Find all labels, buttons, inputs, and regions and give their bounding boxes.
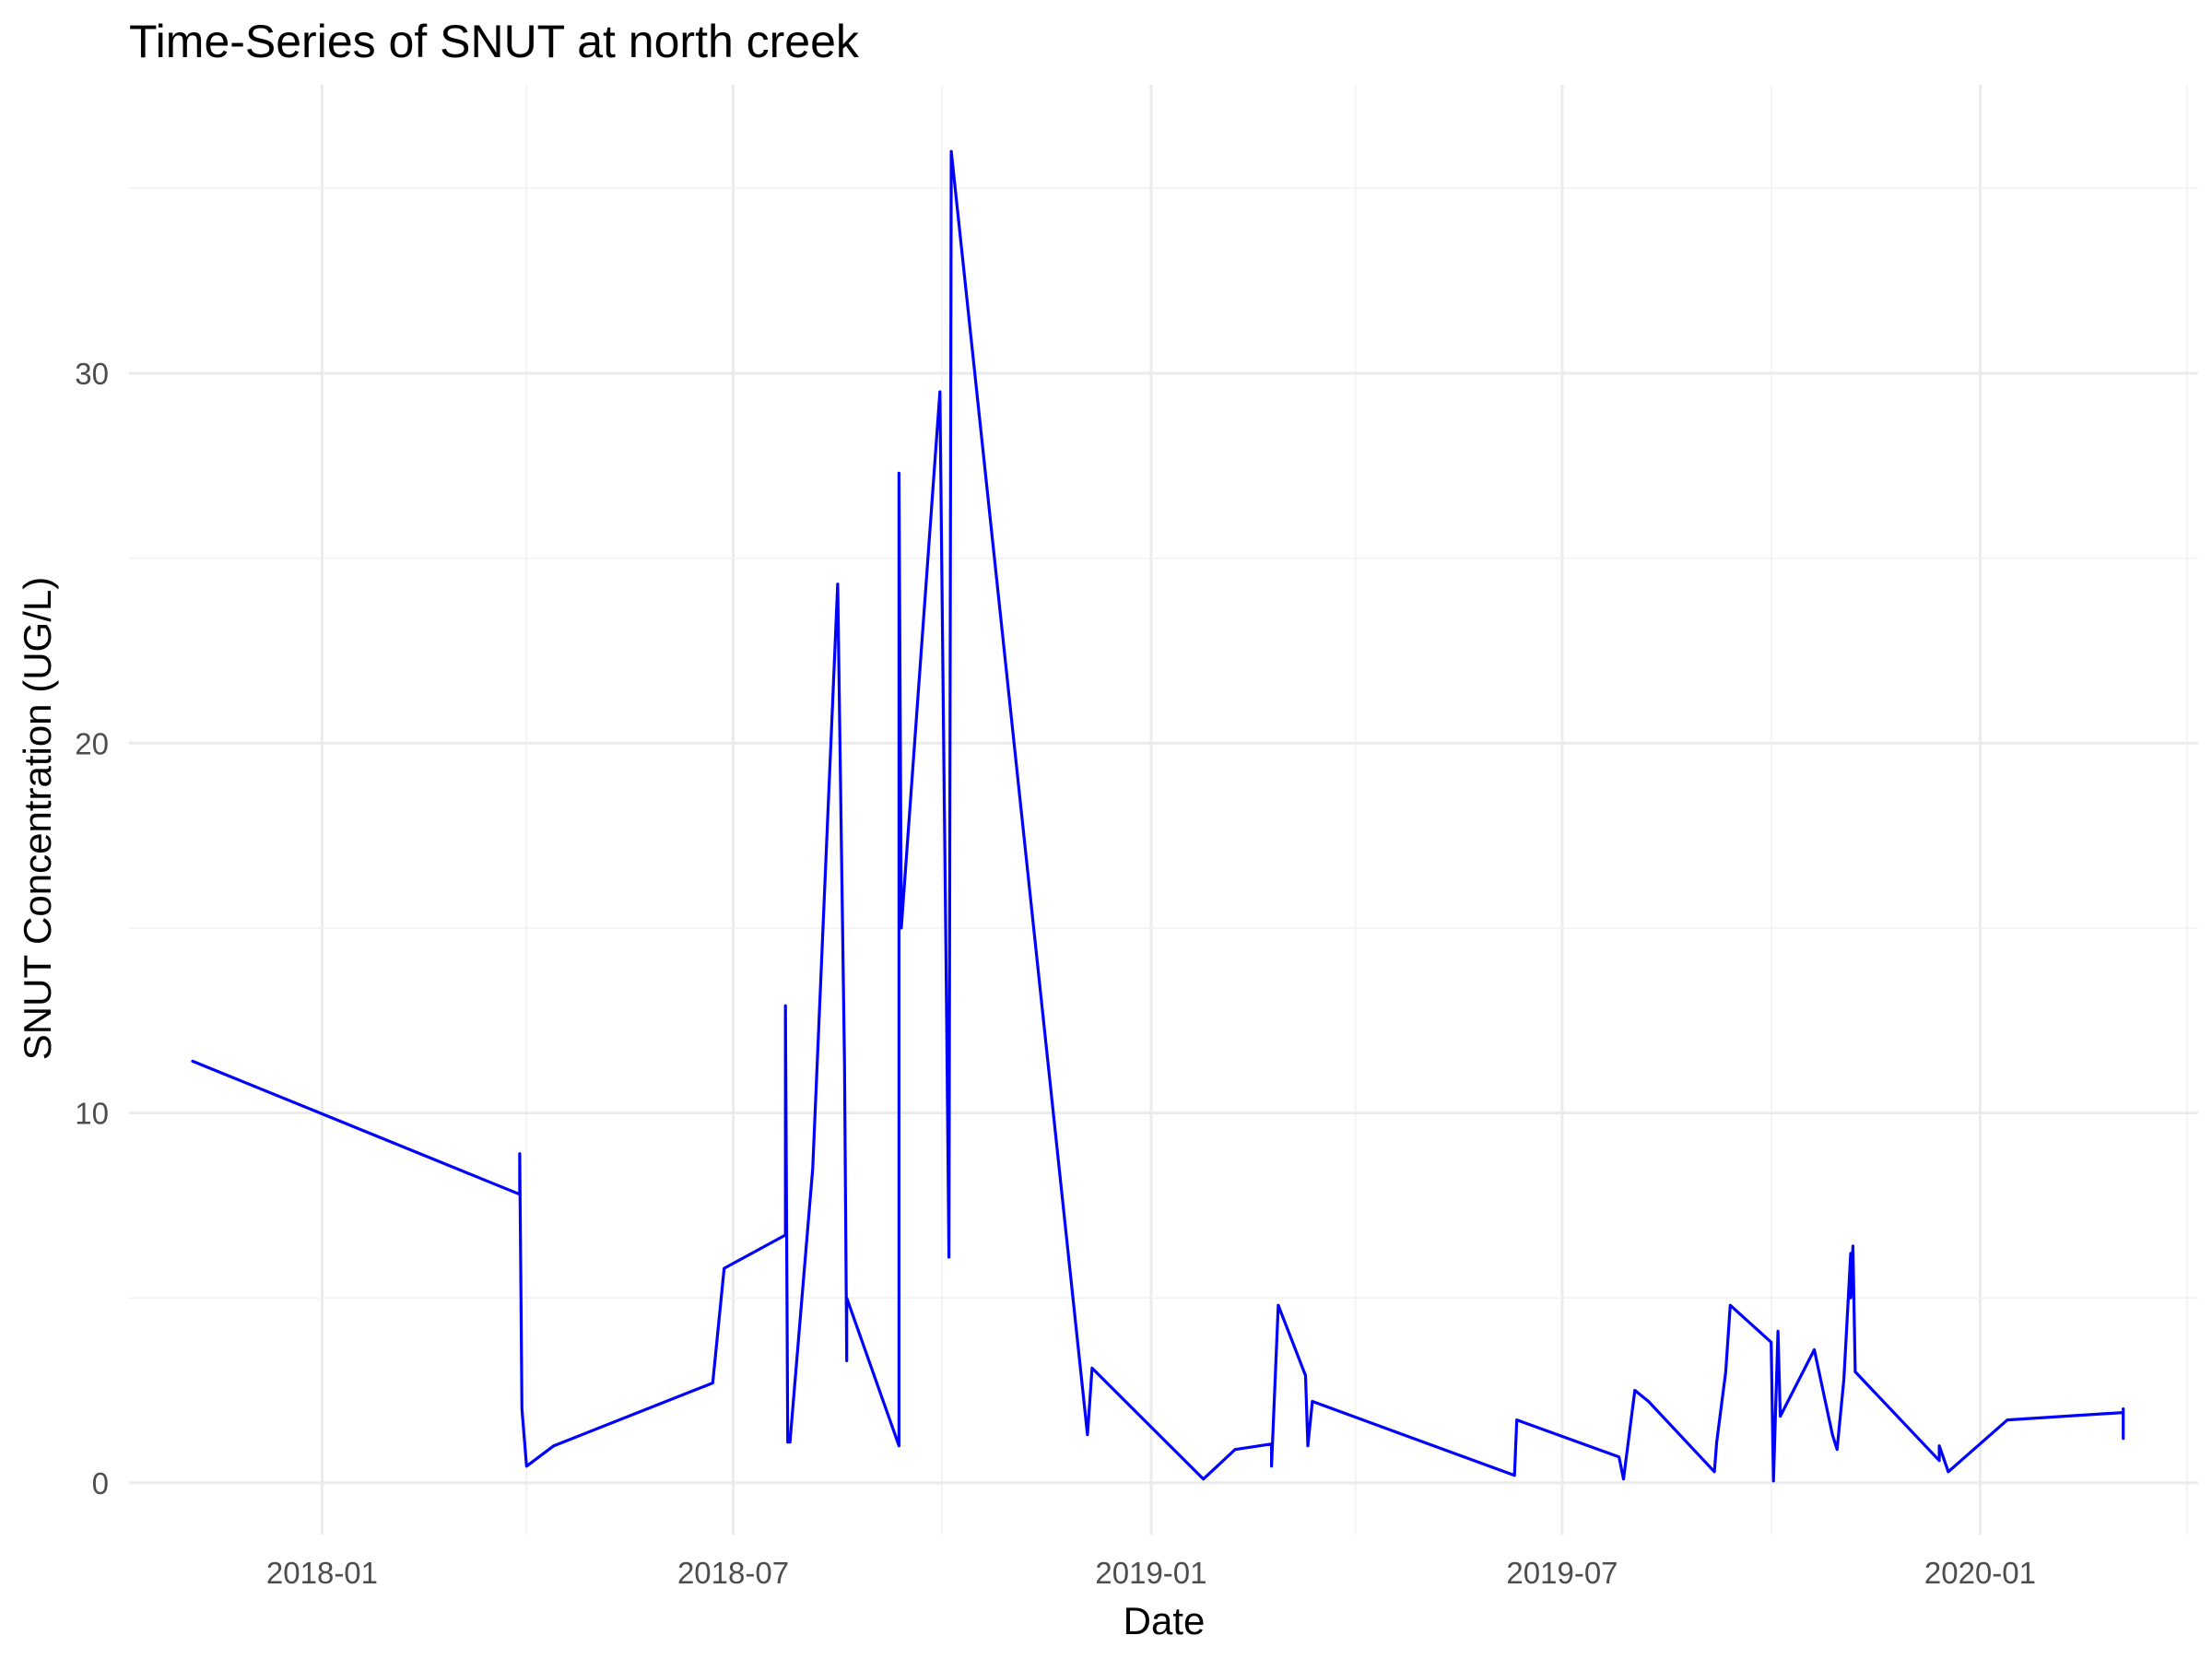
series-layer xyxy=(191,149,2125,1483)
x-tick-label: 2019-01 xyxy=(1095,1556,1206,1590)
x-tick-label: 2018-01 xyxy=(266,1556,378,1590)
x-axis-title: Date xyxy=(1124,1599,1206,1642)
y-tick-label: 0 xyxy=(92,1466,109,1500)
x-tick-label: 2018-07 xyxy=(677,1556,789,1590)
y-tick-label: 10 xyxy=(75,1097,109,1131)
y-tick-label: 20 xyxy=(75,726,109,760)
x-tick-label: 2020-01 xyxy=(1924,1556,2036,1590)
x-axis-ticks: 2018-01 2018-07 2019-01 2019-07 2020-01 xyxy=(266,1556,2036,1590)
series-line xyxy=(191,149,2125,1483)
chart-title: Time-Series of SNUT at north creek xyxy=(129,16,860,67)
y-axis-ticks: 0 10 20 30 xyxy=(75,357,109,1500)
y-tick-label: 30 xyxy=(75,357,109,391)
y-axis-title: SNUT Concentration (UG/L) xyxy=(16,577,59,1060)
grid xyxy=(129,85,2198,1535)
x-tick-label: 2019-07 xyxy=(1506,1556,1618,1590)
